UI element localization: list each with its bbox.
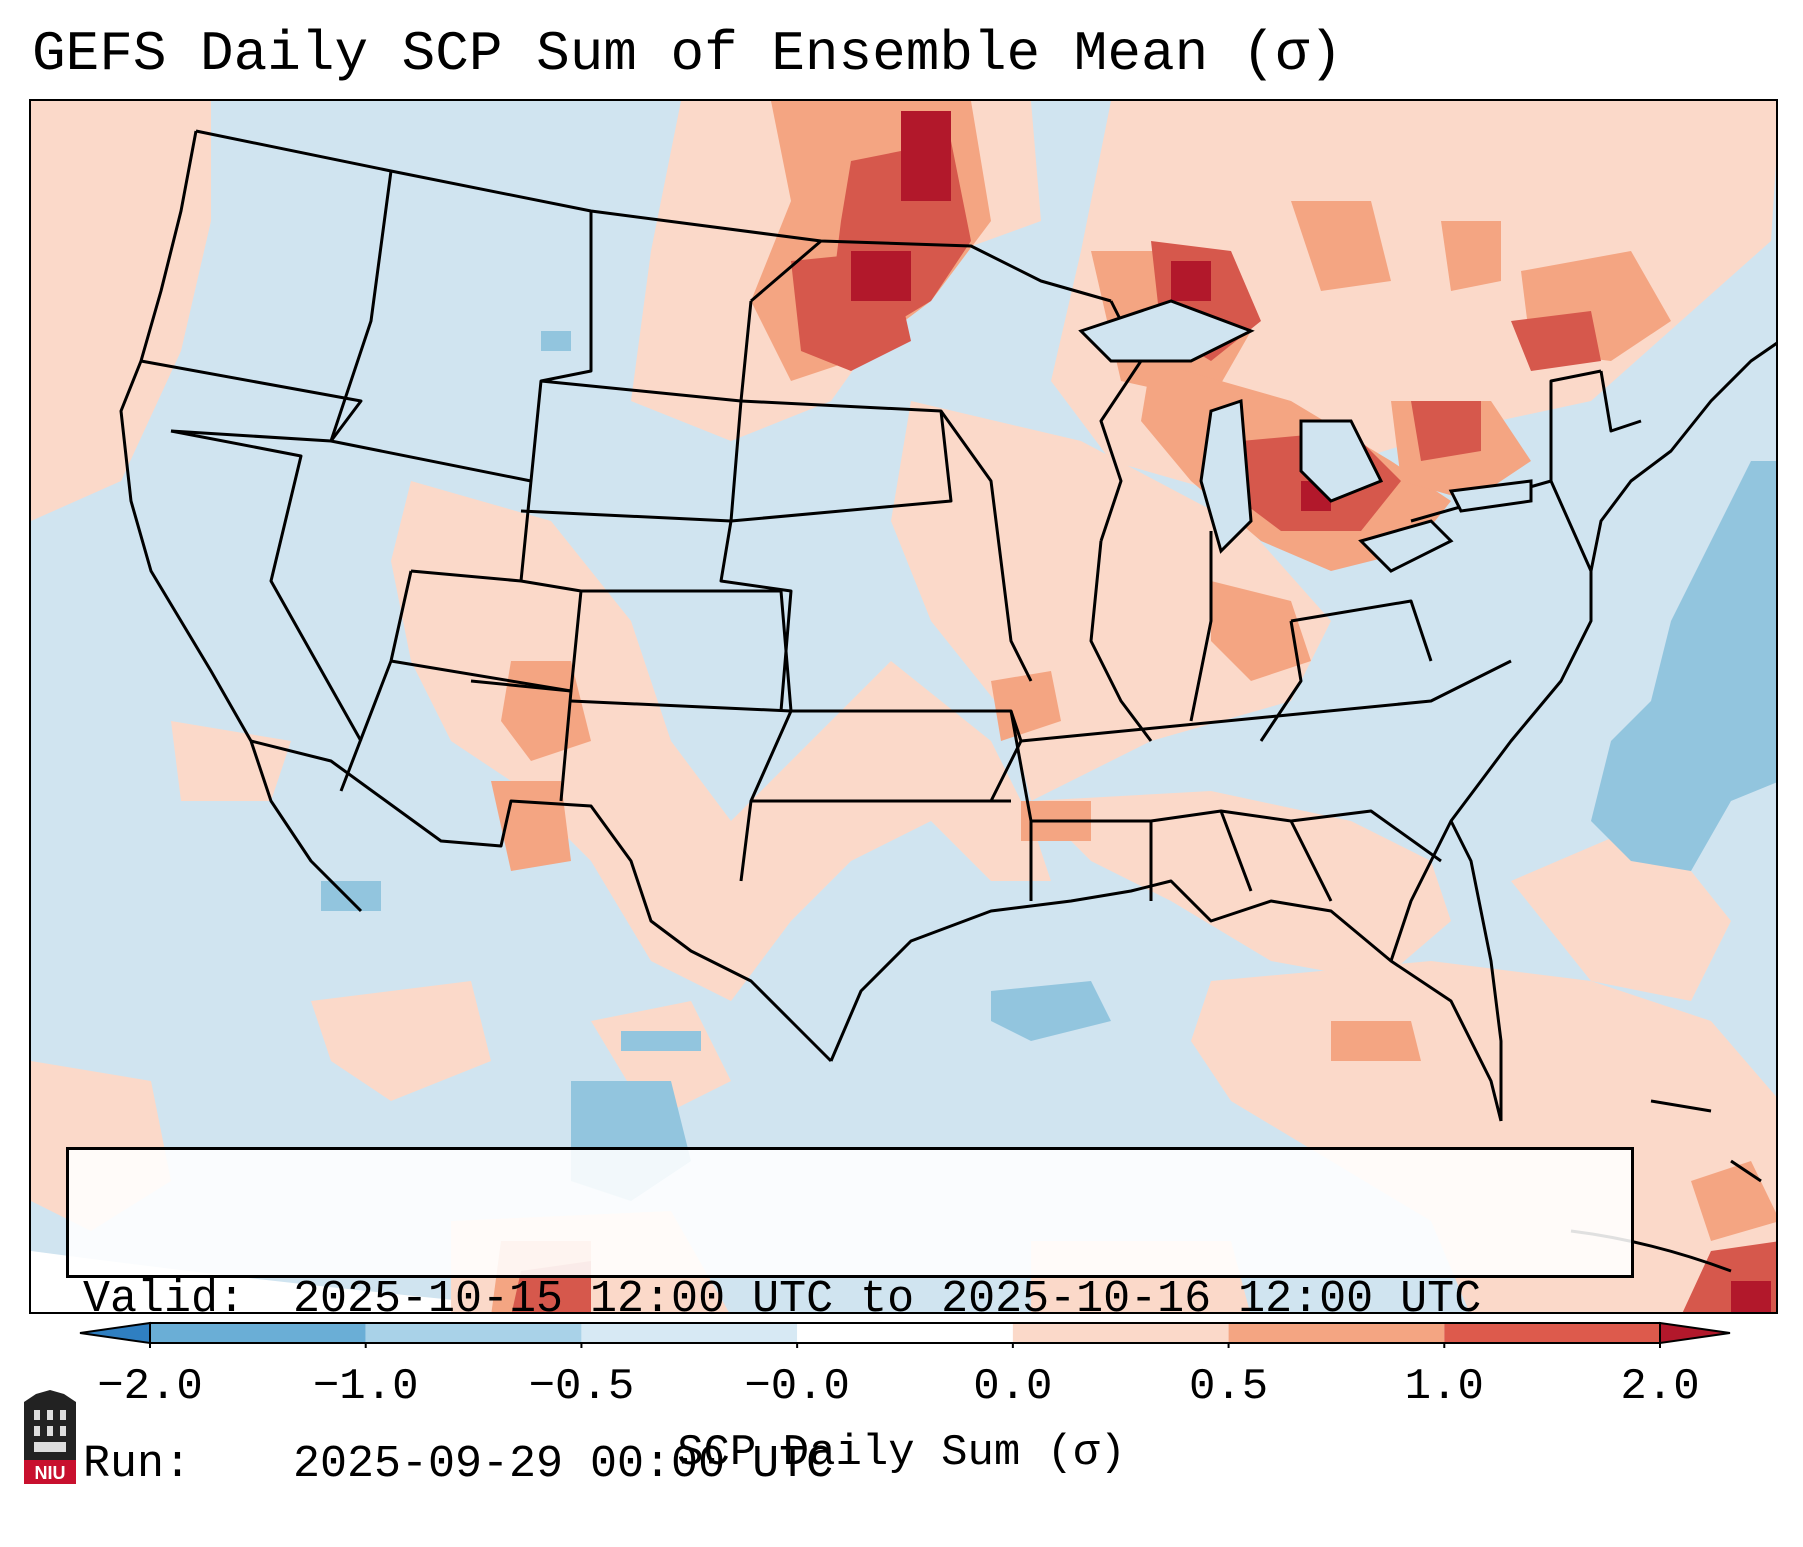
colorbar-outline: [149, 1322, 1661, 1344]
valid-run-box: Valid: 2025-10-15 12:00 UTC to 2025-10-16…: [66, 1147, 1634, 1490]
colorbar-segment: [1444, 1323, 1660, 1343]
projection-edge-left: [31, 1251, 585, 1312]
conus-map: [31, 101, 1776, 1312]
great-lakes: [1078, 299, 1533, 573]
colorbar-segment: [797, 1323, 1013, 1343]
colorbar-tick-label: −0.0: [744, 1362, 850, 1412]
valid-value: 2025-10-15 12:00 UTC to 2025-10-16 12:00…: [293, 1274, 1482, 1325]
valid-label: Valid:: [83, 1274, 246, 1325]
svg-text:NIU: NIU: [35, 1463, 66, 1483]
niu-logo: NIU: [24, 1390, 76, 1484]
colorbar-segment: [1228, 1323, 1445, 1343]
chart-title: GEFS Daily SCP Sum of Ensemble Mean (σ): [32, 22, 1343, 86]
colorbar-tick-label: 0.0: [973, 1362, 1053, 1412]
state-borders: [119, 129, 1776, 1122]
colorbar-extend-low: [79, 1321, 151, 1345]
colorbar-tick-label: −1.0: [312, 1362, 419, 1412]
colorbar-label: SCP Daily Sum (σ): [677, 1428, 1126, 1478]
run-value: 2025-09-29 00:00 UTC: [293, 1439, 834, 1490]
map-panel: [29, 99, 1778, 1314]
colorbar: [79, 1321, 1731, 1348]
run-label: Run:: [83, 1439, 192, 1490]
colorbar-tick-label: 2.0: [1620, 1362, 1700, 1412]
colorbar-tick-label: 0.5: [1188, 1362, 1269, 1412]
colorbar-tick-label: −2.0: [97, 1362, 203, 1412]
colorbar-segment: [1012, 1323, 1229, 1343]
colorbar-tick-label: −0.5: [528, 1362, 635, 1412]
colorbar-extend-high: [1659, 1321, 1731, 1345]
colorbar-segment: [150, 1323, 366, 1343]
colorbar-segment: [365, 1323, 582, 1343]
colorbar-segment: [581, 1323, 798, 1343]
colorbar-tick-label: 1.0: [1404, 1362, 1484, 1412]
